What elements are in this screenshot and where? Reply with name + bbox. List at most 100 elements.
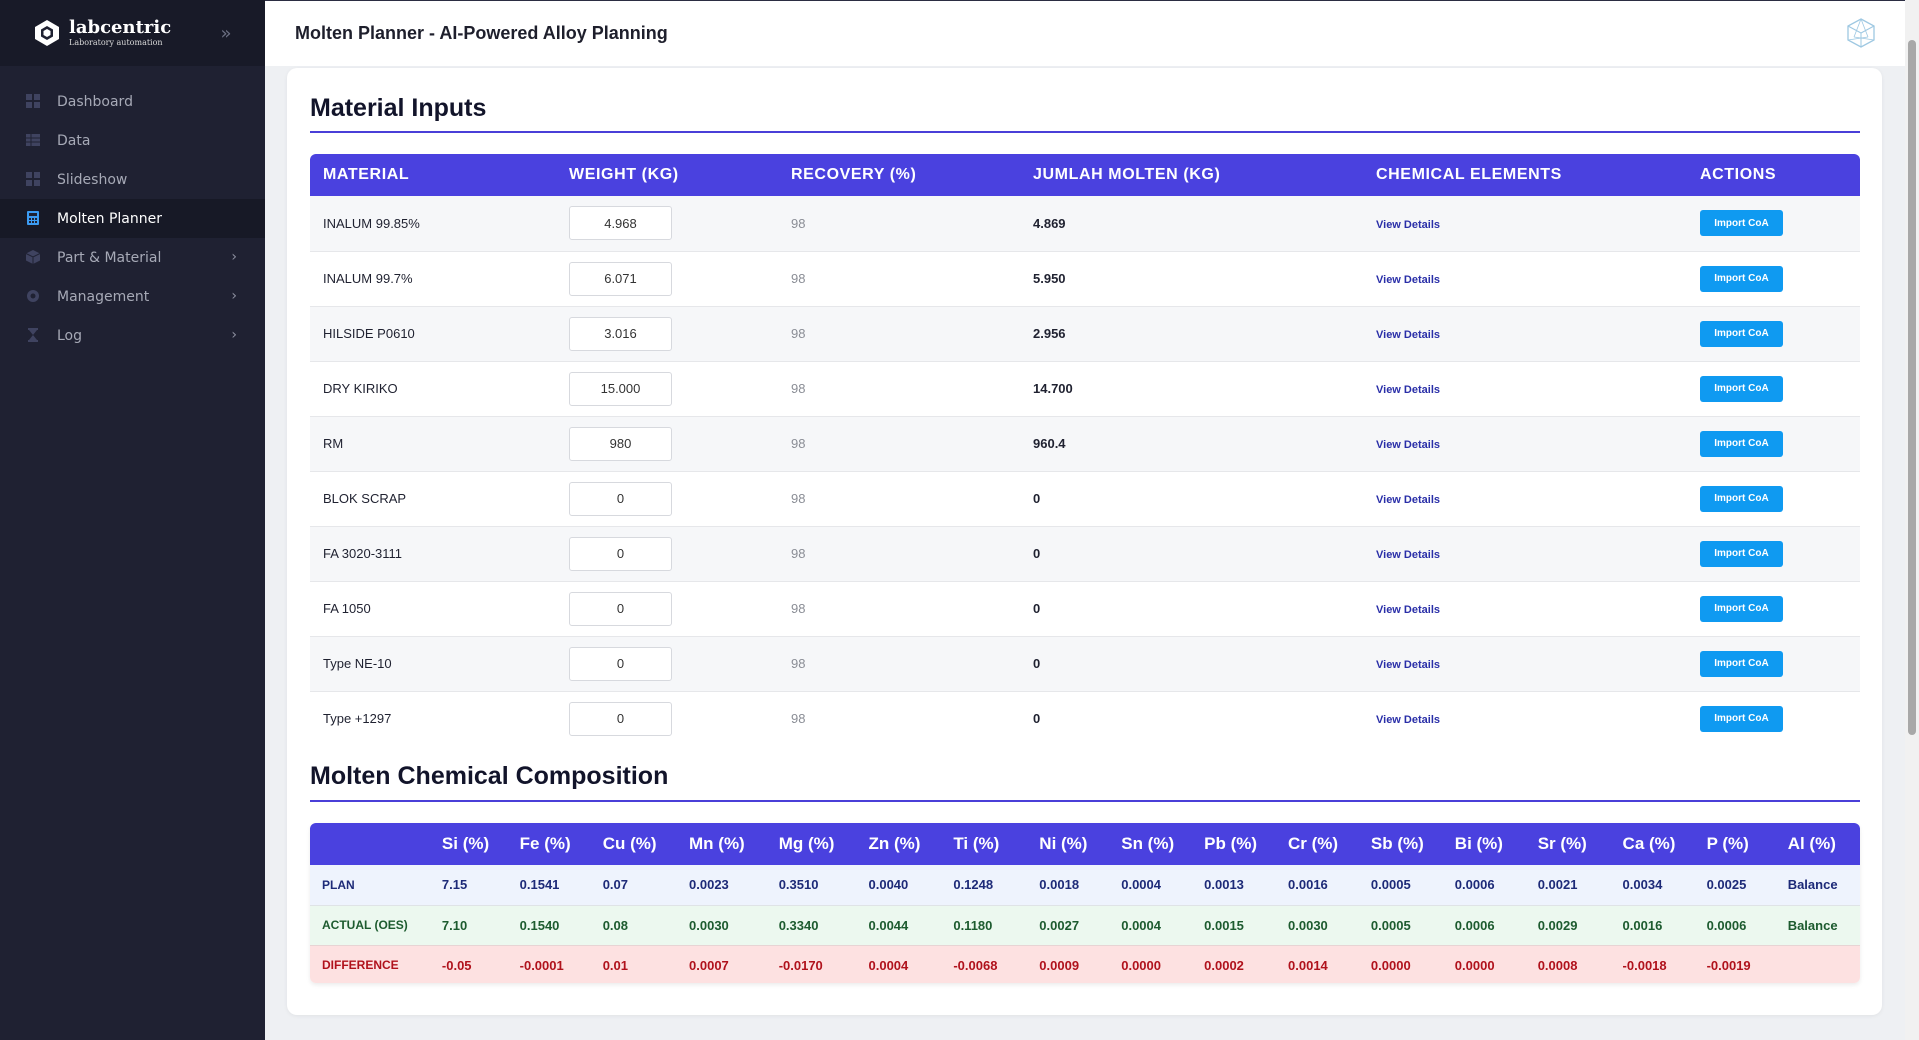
chevron-right-icon: › [231, 288, 237, 304]
sidebar-item-log[interactable]: Log › [0, 316, 265, 355]
sidebar-item-part-material[interactable]: Part & Material › [0, 238, 265, 277]
import-coa-button[interactable]: Import CoA [1700, 485, 1783, 512]
recovery-value: 98 [778, 471, 1020, 527]
table-row: INALUM 99.7% 985.950 View Details Import Co… [310, 251, 1860, 307]
weight-input[interactable] [569, 371, 672, 406]
element-column-header: Zn (%) [868, 834, 921, 853]
row-label: DIFFERENCE [322, 958, 399, 973]
chemical-elements-cell: View Details [1363, 361, 1687, 417]
weight-input[interactable] [569, 316, 672, 351]
import-coa-button[interactable]: Import CoA [1700, 265, 1783, 292]
recovery-value: 98 [778, 196, 1020, 252]
element-column-header: Bi (%) [1454, 834, 1503, 853]
composition-value: -0.0019 [1706, 957, 1751, 973]
material-table-container[interactable]: MATERIAL WEIGHT (KG) RECOVERY (%) JUMLAH MO… [310, 154, 1860, 740]
recovery-value: 98 [778, 581, 1020, 637]
weight-input[interactable] [569, 591, 672, 626]
import-coa-button[interactable]: Import CoA [1700, 540, 1783, 567]
actions-cell: Import CoA [1687, 196, 1860, 252]
weight-input[interactable] [569, 646, 672, 681]
brand-subtitle: Laboratory automation [69, 38, 163, 47]
section-divider [310, 800, 1860, 802]
chemical-elements-cell: View Details [1363, 251, 1687, 307]
composition-value: 0.0040 [868, 877, 909, 893]
sidebar-item-dashboard[interactable]: Dashboard [0, 82, 265, 121]
sidebar-item-slideshow[interactable]: Slideshow [0, 160, 265, 199]
sidebar-item-molten-planner[interactable]: Molten Planner [0, 199, 265, 238]
table-icon [25, 132, 42, 149]
element-column-header: Cu (%) [602, 834, 657, 853]
composition-value: 0.0030 [689, 917, 729, 933]
table-row: Type +1297 980 View Details Import CoA [310, 691, 1860, 740]
import-coa-button[interactable]: Import CoA [1700, 705, 1783, 732]
import-coa-button[interactable]: Import CoA [1700, 375, 1783, 402]
actions-cell: Import CoA [1687, 361, 1860, 417]
molten-value: 960.4 [1020, 416, 1363, 472]
composition-value: 0.1540 [519, 917, 560, 933]
sidebar-item-label: Molten Planner [57, 210, 162, 227]
import-coa-button[interactable]: Import CoA [1700, 595, 1783, 622]
dashboard-icon [25, 93, 42, 110]
composition-row-plan: PLAN 7.15 0.1541 0.07 0.0023 0.3510 0.0040 0.12… [310, 865, 1860, 905]
element-column-header: Sb (%) [1370, 834, 1424, 853]
view-details-link[interactable]: View Details [1376, 384, 1440, 396]
composition-value: 0.0006 [1454, 917, 1495, 933]
import-coa-button[interactable]: Import CoA [1700, 430, 1783, 457]
recovery-value: 98 [778, 361, 1020, 417]
weight-input[interactable] [569, 261, 672, 296]
column-header: CHEMICAL ELEMENTS [1376, 166, 1562, 183]
weight-input[interactable] [569, 536, 672, 571]
element-column-header: Pb (%) [1204, 834, 1258, 853]
weight-input[interactable] [569, 206, 672, 241]
recovery-value: 98 [778, 691, 1020, 740]
brand[interactable]: labcentric Laboratory automation » [0, 0, 265, 66]
view-details-link[interactable]: View Details [1376, 439, 1440, 451]
view-details-link[interactable]: View Details [1376, 659, 1440, 671]
table-row: FA 3020-3111 980 View Details Import CoA [310, 526, 1860, 582]
material-table-header: MATERIAL WEIGHT (KG) RECOVERY (%) JUMLAH MO… [310, 154, 1860, 196]
view-details-link[interactable]: View Details [1376, 329, 1440, 341]
table-row: Type NE-10 980 View Details Import CoA [310, 636, 1860, 692]
column-header: ACTIONS [1700, 166, 1777, 183]
column-header: JUMLAH MOLTEN (KG) [1033, 166, 1221, 183]
weight-cell [556, 196, 778, 252]
element-column-header: Fe (%) [519, 834, 571, 853]
composition-value: 0.3340 [778, 917, 819, 933]
composition-value: Balance [1787, 877, 1838, 893]
composition-table-header: Si (%) Fe (%) Cu (%) Mn (%) Mg (%) Zn (%) Ti (… [310, 823, 1860, 865]
composition-value: 0.0005 [1370, 917, 1411, 933]
composition-value: 0.0007 [689, 957, 729, 973]
sidebar-item-management[interactable]: Management › [0, 277, 265, 316]
weight-input[interactable] [569, 701, 672, 736]
import-coa-button[interactable]: Import CoA [1700, 210, 1783, 237]
composition-value: 0.0030 [1288, 917, 1328, 933]
composition-value: 0.0004 [1121, 917, 1161, 933]
table-row: FA 1050 980 View Details Import CoA [310, 581, 1860, 637]
column-header: RECOVERY (%) [791, 166, 917, 183]
element-column-header: Ni (%) [1039, 834, 1088, 853]
composition-value: 0.0006 [1454, 877, 1495, 893]
collapse-sidebar-icon[interactable]: » [220, 22, 232, 44]
weight-input[interactable] [569, 426, 672, 461]
composition-value: 0.0016 [1622, 917, 1663, 933]
section-divider [310, 131, 1860, 133]
view-details-link[interactable]: View Details [1376, 274, 1440, 286]
view-details-link[interactable]: View Details [1376, 549, 1440, 561]
composition-value: 0.0018 [1039, 877, 1080, 893]
chemical-elements-cell: View Details [1363, 636, 1687, 692]
labcentric-logo-icon [35, 20, 59, 46]
view-details-link[interactable]: View Details [1376, 714, 1440, 726]
page-scrollbar[interactable] [1905, 0, 1919, 1040]
chemical-elements-cell: View Details [1363, 526, 1687, 582]
composition-value: 0.0002 [1204, 957, 1244, 973]
weight-input[interactable] [569, 481, 672, 516]
scrollbar-thumb[interactable] [1908, 40, 1916, 735]
slideshow-icon [25, 171, 42, 188]
import-coa-button[interactable]: Import CoA [1700, 650, 1783, 677]
import-coa-button[interactable]: Import CoA [1700, 320, 1783, 347]
sidebar-item-data[interactable]: Data [0, 121, 265, 160]
weight-cell [556, 526, 778, 582]
view-details-link[interactable]: View Details [1376, 604, 1440, 616]
view-details-link[interactable]: View Details [1376, 494, 1440, 506]
view-details-link[interactable]: View Details [1376, 218, 1440, 231]
